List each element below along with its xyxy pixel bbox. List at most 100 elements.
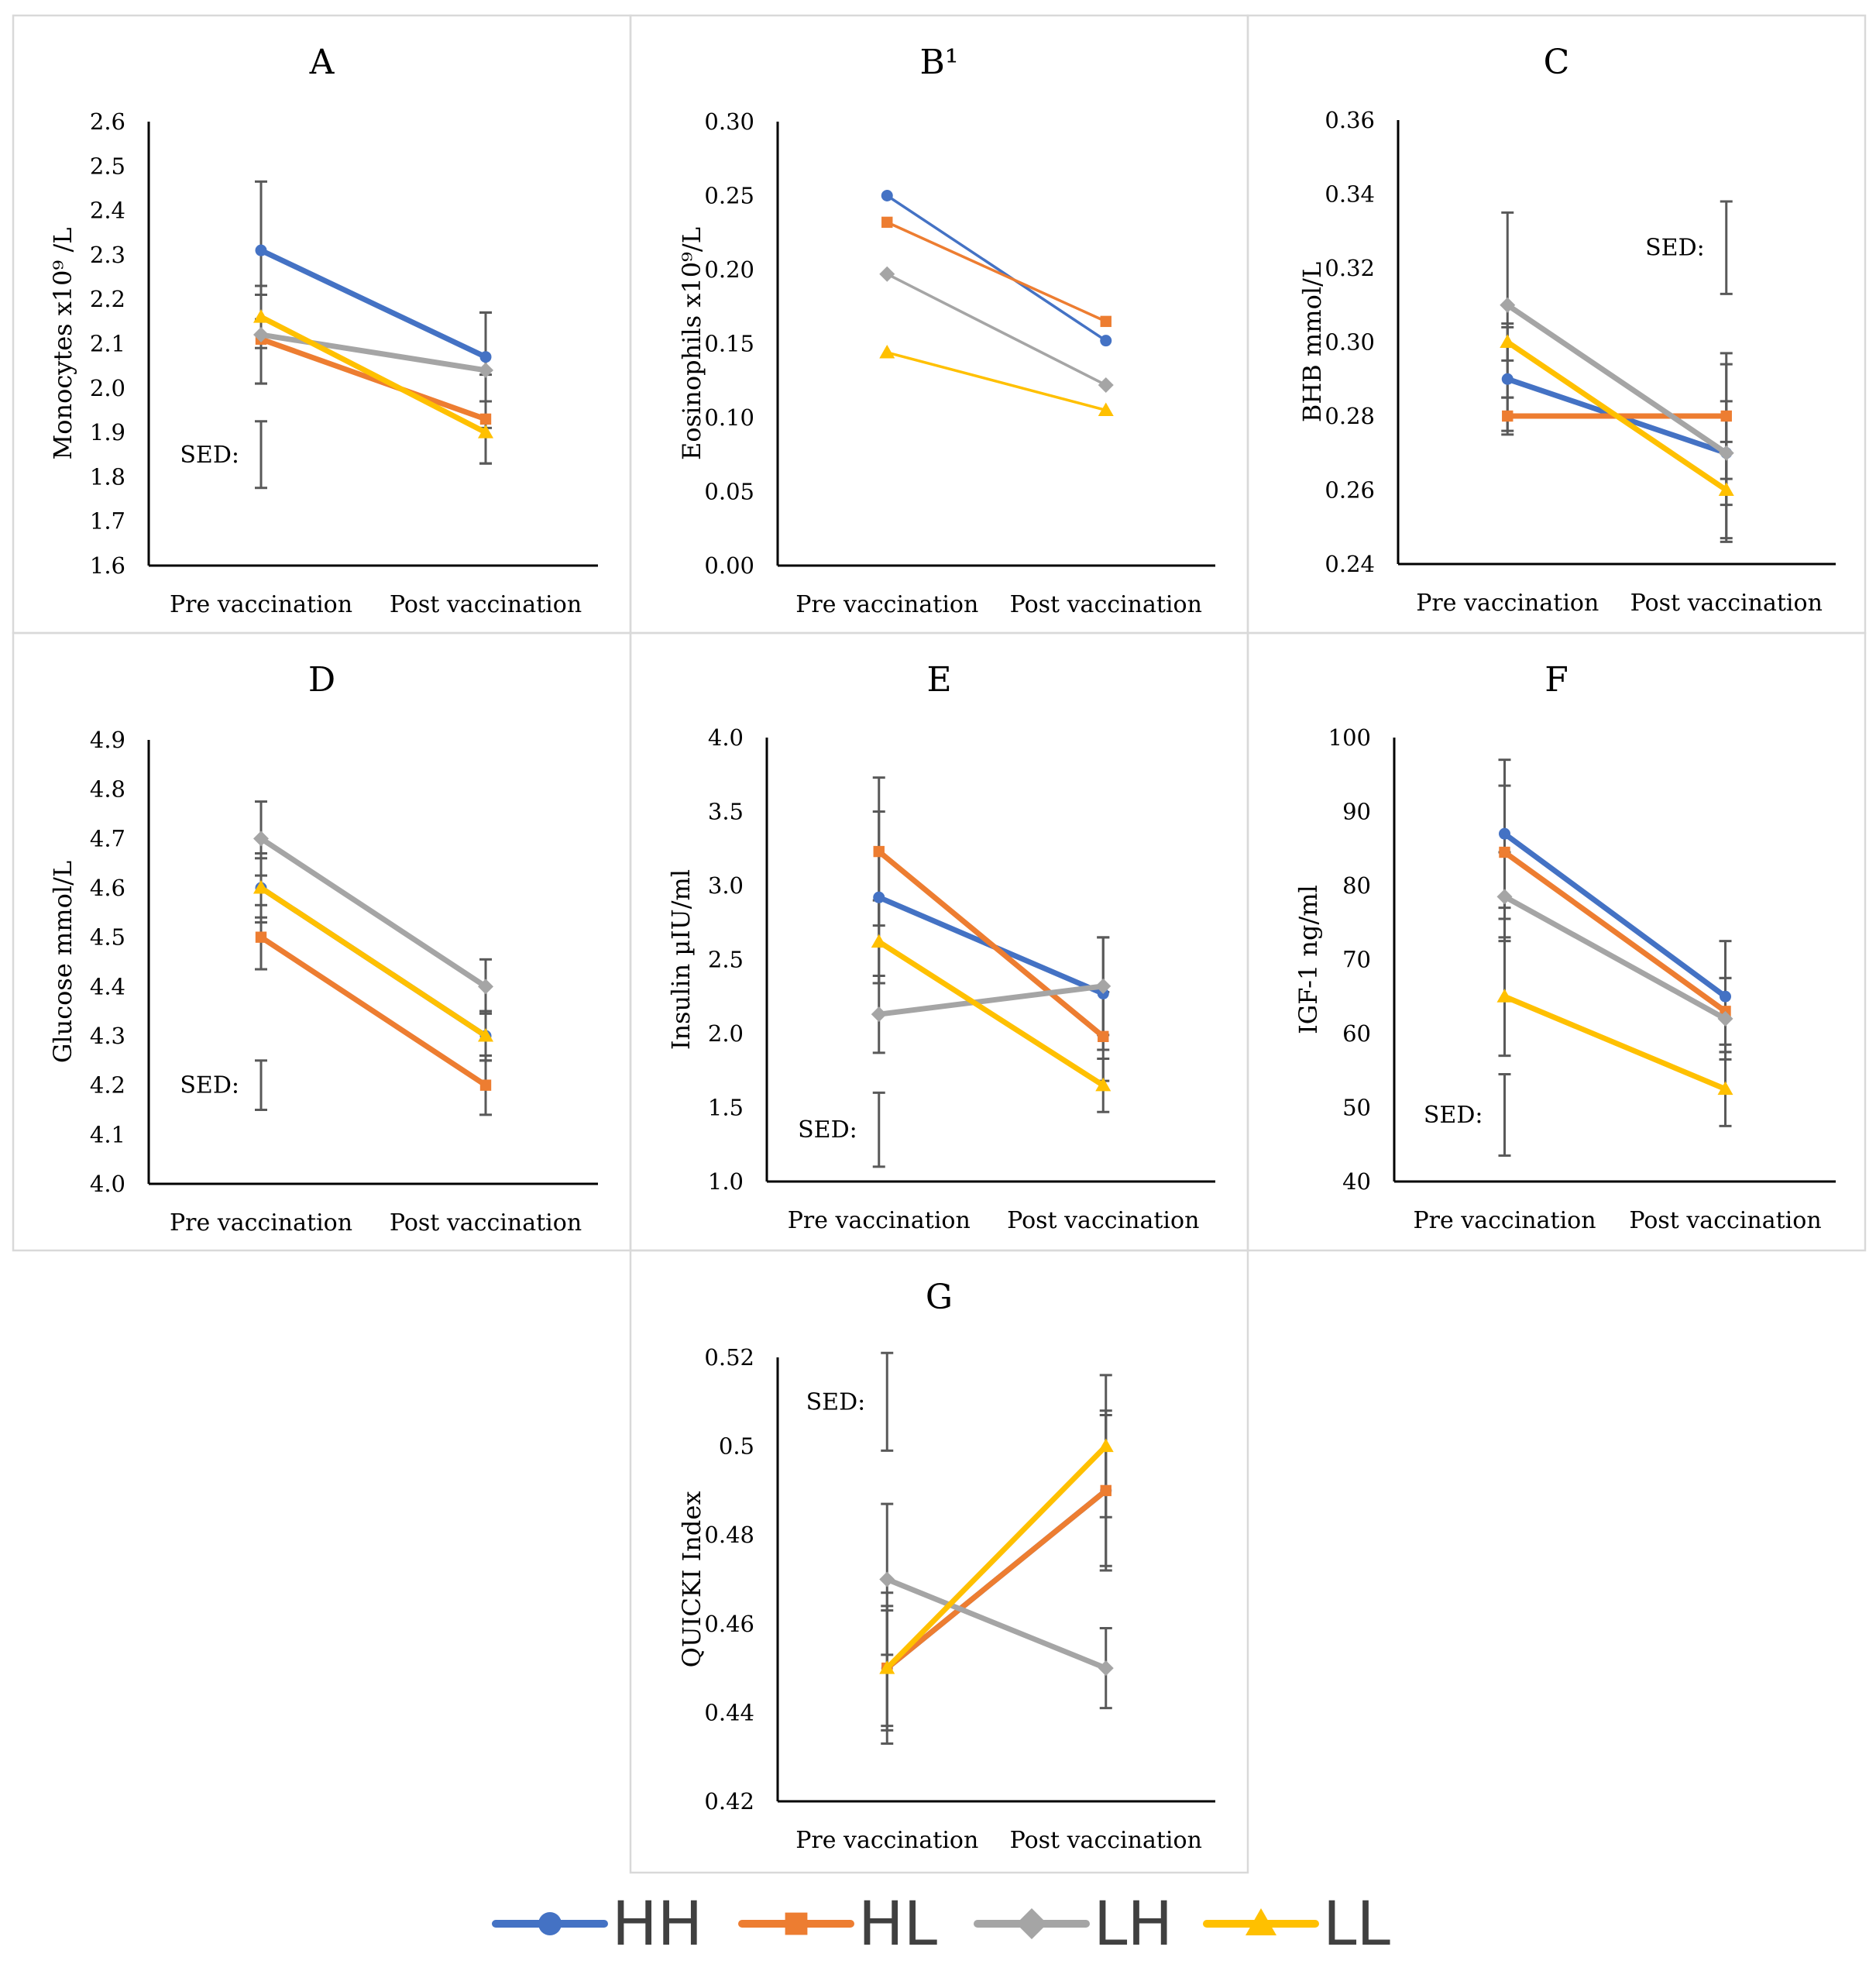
legend-item-lh: LH <box>974 1890 1173 1959</box>
y-axis-label: Insulin µIU/ml <box>666 869 696 1050</box>
y-tick-label: 1.7 <box>90 508 125 535</box>
series-line-ll <box>258 314 489 435</box>
series-line-ll <box>885 351 1108 412</box>
legend-label: HH <box>612 1890 703 1959</box>
y-tick-label: 80 <box>1342 872 1371 899</box>
data-point-ll <box>1098 1438 1114 1453</box>
y-tick-label: 0.05 <box>704 479 754 505</box>
x-tick-label: Pre vaccination <box>170 591 352 618</box>
y-tick-label: 3.5 <box>708 799 744 825</box>
y-tick-label: 70 <box>1342 947 1371 973</box>
y-axis-label: BHB mmol/L <box>1297 262 1327 422</box>
series-line-hh <box>885 194 1108 342</box>
y-tick-label: 0.42 <box>704 1788 754 1814</box>
x-tick-label: Post vaccination <box>1010 591 1202 618</box>
y-tick-label: 0.15 <box>704 331 754 357</box>
data-point-hh <box>479 351 492 363</box>
data-point-ll <box>1095 1077 1112 1092</box>
series-line-ll <box>1504 339 1730 493</box>
data-point-lh <box>1717 1010 1733 1027</box>
y-tick-label: 0.28 <box>1325 403 1375 429</box>
panel-title: A <box>309 43 335 82</box>
series-line-ll <box>876 939 1106 1089</box>
y-tick-label: 0.36 <box>1325 107 1375 133</box>
data-point-ll <box>478 1028 493 1042</box>
y-tick-label: 1.8 <box>90 463 125 490</box>
y-tick-label: 4.4 <box>90 973 125 999</box>
data-point-lh <box>253 327 269 343</box>
panel-title: F <box>1544 660 1568 700</box>
data-point-hl <box>1720 410 1732 422</box>
y-tick-label: 0.52 <box>704 1344 754 1371</box>
data-point-hh <box>881 190 893 201</box>
data-point-hh <box>1100 335 1112 347</box>
y-tick-label: 0.26 <box>1325 477 1375 504</box>
data-point-hl <box>1098 1030 1109 1043</box>
y-tick-label: 0.44 <box>704 1699 754 1725</box>
y-tick-label: 4.6 <box>90 875 125 901</box>
x-tick-label: Pre vaccination <box>1413 1207 1596 1234</box>
x-tick-label: Pre vaccination <box>170 1209 352 1237</box>
y-tick-label: 0.32 <box>1325 255 1375 281</box>
y-tick-label: 0.20 <box>704 256 754 283</box>
data-point-hl <box>1100 315 1112 328</box>
series-line-lh <box>885 272 1108 387</box>
data-point-hh <box>255 244 267 256</box>
data-point-hl <box>255 931 267 943</box>
data-point-hh <box>1720 990 1731 1003</box>
panel-title: G <box>926 1278 953 1317</box>
y-tick-label: 1.0 <box>708 1168 744 1195</box>
legend-item-hl: HL <box>738 1890 938 1959</box>
series-line-hl <box>885 221 1108 323</box>
series-line-lh <box>884 1577 1109 1671</box>
data-point-ll <box>253 309 269 323</box>
y-tick-label: 0.30 <box>1325 329 1375 356</box>
legend: HH HL LH LL <box>492 1890 1390 1959</box>
y-tick-label: 0.30 <box>704 108 754 135</box>
y-tick-label: 0.00 <box>704 552 754 579</box>
y-tick-label: 1.5 <box>708 1095 744 1121</box>
data-point-ll <box>1098 402 1114 416</box>
data-point-lh <box>879 266 895 282</box>
x-tick-label: Post vaccination <box>390 591 582 618</box>
y-axis-label: IGF-1 ng/ml <box>1294 885 1323 1034</box>
series-line-hl <box>884 1488 1109 1671</box>
data-point-hl <box>1499 846 1510 858</box>
sed-label: SED: <box>798 1116 857 1144</box>
legend-marker <box>1016 1908 1047 1939</box>
data-point-hl <box>479 413 492 425</box>
y-tick-label: 1.9 <box>90 419 125 445</box>
data-point-lh <box>478 979 493 995</box>
y-axis-label: QUICKI Index <box>677 1491 706 1668</box>
panel-title: C <box>1544 43 1570 82</box>
y-tick-label: 50 <box>1342 1095 1371 1121</box>
y-tick-label: 4.0 <box>90 1171 125 1197</box>
y-tick-label: 0.25 <box>704 183 754 209</box>
panel-border <box>1246 631 1867 1252</box>
panel-border <box>629 1249 1249 1874</box>
sed-label: SED: <box>1645 235 1705 262</box>
y-tick-label: 4.5 <box>90 924 125 951</box>
y-tick-label: 4.9 <box>90 727 125 753</box>
x-tick-label: Post vaccination <box>1630 590 1823 617</box>
y-tick-label: 2.1 <box>90 331 125 357</box>
panel-a: A 1.6 1.7 1.8 1.9 2.0 2.1 2.2 2.3 2.4 2.5 2.6 Monocy… <box>12 14 632 635</box>
x-tick-label: Pre vaccination <box>795 1827 978 1854</box>
series-line-hl <box>258 336 489 422</box>
data-point-lh <box>1718 445 1734 461</box>
series-line-lh <box>1502 893 1728 1022</box>
legend-label: LH <box>1094 1890 1173 1959</box>
series-line-hl <box>876 848 1106 1040</box>
x-tick-label: Pre vaccination <box>795 591 978 618</box>
y-tick-label: 2.6 <box>90 108 125 135</box>
y-tick-label: 2.0 <box>708 1020 744 1047</box>
data-point-ll <box>1718 482 1734 496</box>
panel-f: F 40 50 60 70 80 90 100 IGF-1 ng/ml Pre vaccinati… <box>1246 631 1867 1252</box>
data-point-lh <box>871 1006 887 1023</box>
y-tick-label: 2.0 <box>90 375 125 401</box>
panel-c: C 0.24 0.26 0.28 0.30 0.32 0.34 0.36 BHB mmol/L P… <box>1246 14 1867 635</box>
data-point-hl <box>479 1079 492 1091</box>
data-point-hh <box>1501 373 1514 385</box>
